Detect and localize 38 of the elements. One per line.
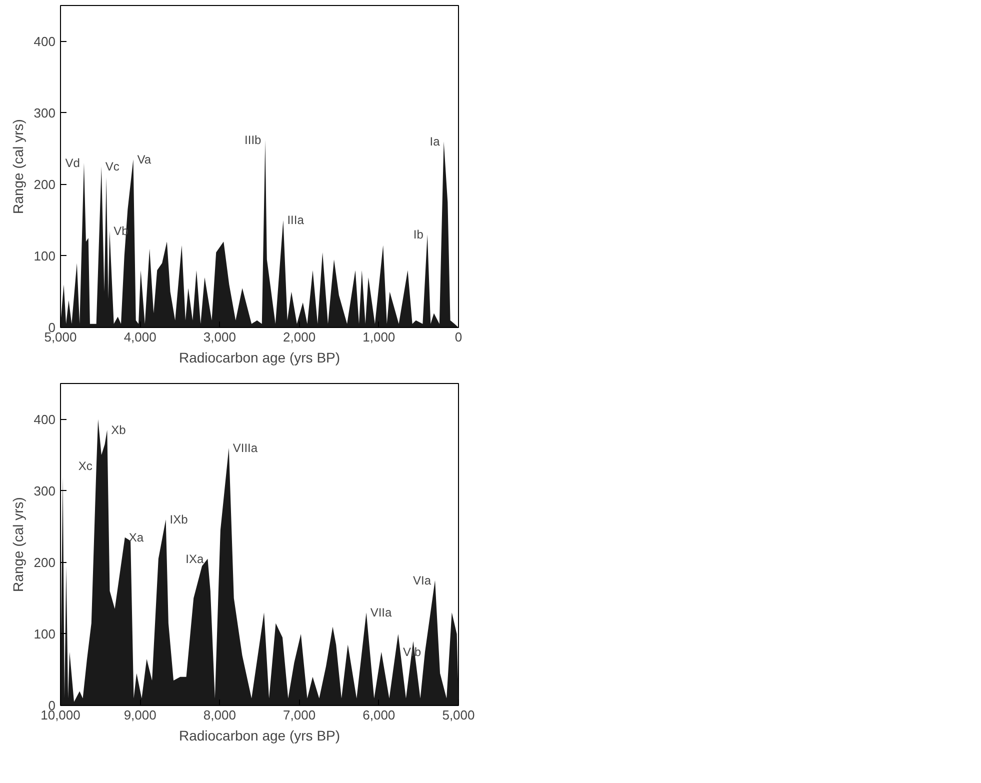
x-axis-title: Radiocarbon age (yrs BP): [178, 728, 340, 744]
x-tick-label: 0: [454, 330, 462, 344]
annotation: Va: [137, 152, 152, 166]
x-tick-label: 3,000: [203, 330, 236, 344]
annotation: IIIb: [244, 133, 262, 148]
x-tick-label: 7,000: [283, 708, 316, 722]
annotation: Xa: [128, 530, 144, 544]
x-tick-label: 4,000: [124, 330, 156, 344]
annotation: Ib: [413, 227, 424, 242]
y-tick-label: 400: [34, 412, 56, 427]
y-tick-label: 200: [34, 554, 56, 570]
x-tick-label: 2,000: [283, 330, 316, 344]
y-axis-title: Range (cal yrs): [10, 119, 26, 214]
annotation: VIIIa: [232, 440, 258, 455]
annotation: IIIa: [287, 213, 304, 228]
annotation: Xb: [111, 423, 126, 438]
y-tick-label: 300: [34, 105, 56, 120]
y-tick-label: 400: [34, 34, 56, 49]
y-tick-label: 300: [34, 483, 56, 498]
x-axis-title: Radiocarbon age (yrs BP): [178, 350, 340, 366]
annotation: IXb: [170, 512, 188, 526]
annotation: Vc: [105, 160, 120, 174]
annotation: VIa: [413, 573, 432, 588]
y-tick-label: 100: [34, 248, 56, 264]
annotation: Vd: [65, 156, 80, 170]
x-tick-label: 5,000: [442, 708, 475, 722]
y-tick-label: 100: [34, 626, 56, 642]
annotation: Xc: [78, 458, 92, 473]
annotation: Ia: [430, 134, 440, 148]
y-axis-title: Range (cal yrs): [10, 497, 26, 592]
x-tick-label: 9,000: [124, 708, 156, 722]
y-tick-label: 200: [34, 176, 56, 192]
x-tick-label: 8,000: [203, 708, 236, 722]
annotation: IXa: [186, 552, 204, 566]
y-tick-label: 0: [48, 320, 56, 335]
x-tick-label: 6,000: [362, 708, 396, 722]
annotation: VIIa: [370, 605, 392, 620]
x-tick-label: 1,000: [362, 330, 396, 344]
